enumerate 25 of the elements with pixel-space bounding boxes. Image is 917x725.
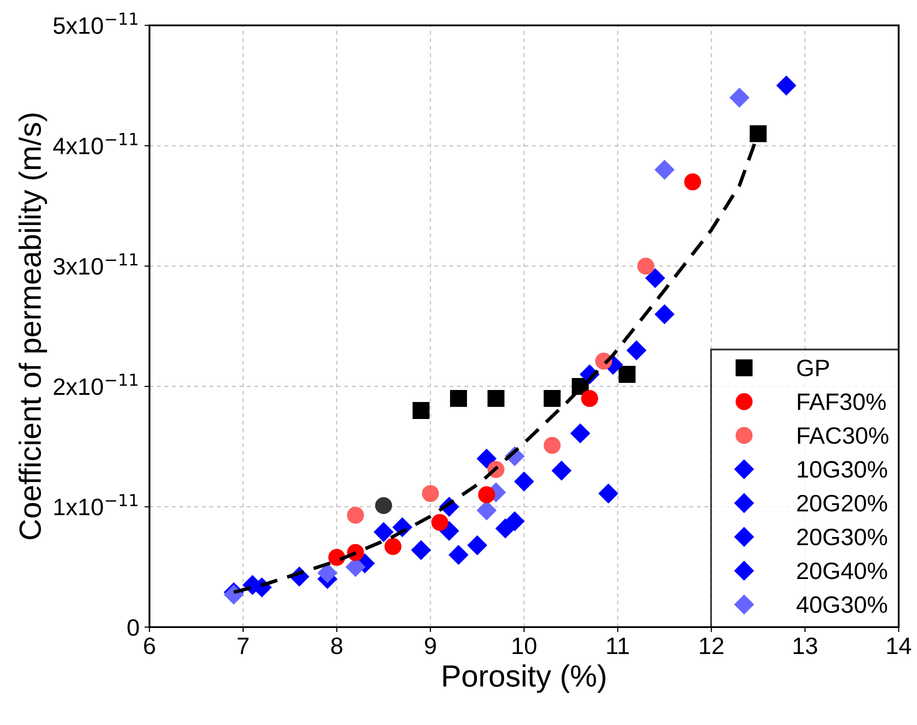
- y-tick-label: 2x10$^{−11}$: [54, 374, 138, 396]
- legend-label: GP: [797, 360, 829, 376]
- y-tick-label: 3x10$^{−11}$: [54, 253, 138, 275]
- legend-label: 40G30%: [796, 596, 888, 614]
- legend-label: FAC30%: [798, 427, 888, 444]
- legend-label: 10G30%: [798, 461, 888, 478]
- x-tick-label: 13: [794, 637, 818, 654]
- x-axis-title: Porosity (%): [443, 664, 606, 693]
- x-tick-label: 12: [700, 637, 724, 654]
- y-axis-title: Coefficient of permeability (m/s): [18, 114, 48, 540]
- y-tick-label: 5x10$^{−11}$: [54, 12, 138, 34]
- x-tick-label: 8: [331, 637, 342, 654]
- legend-label: FAF30%: [798, 393, 886, 410]
- legend-label: 20G20%: [797, 494, 888, 512]
- legend-label: 20G30%: [797, 528, 888, 546]
- y-tick-label: 0: [128, 619, 139, 636]
- x-tick-label: 7: [238, 638, 248, 654]
- x-tick-label: 10: [512, 637, 536, 654]
- x-tick-label: 6: [144, 637, 155, 654]
- y-tick-label: 1x10$^{−11}$: [54, 494, 138, 516]
- x-tick-label: 9: [424, 637, 436, 654]
- y-tick-label: 4x10$^{−11}$: [53, 133, 138, 154]
- legend-label: 20G40%: [797, 562, 888, 580]
- x-tick-label: 11: [607, 638, 629, 654]
- x-tick-label: 14: [887, 638, 912, 654]
